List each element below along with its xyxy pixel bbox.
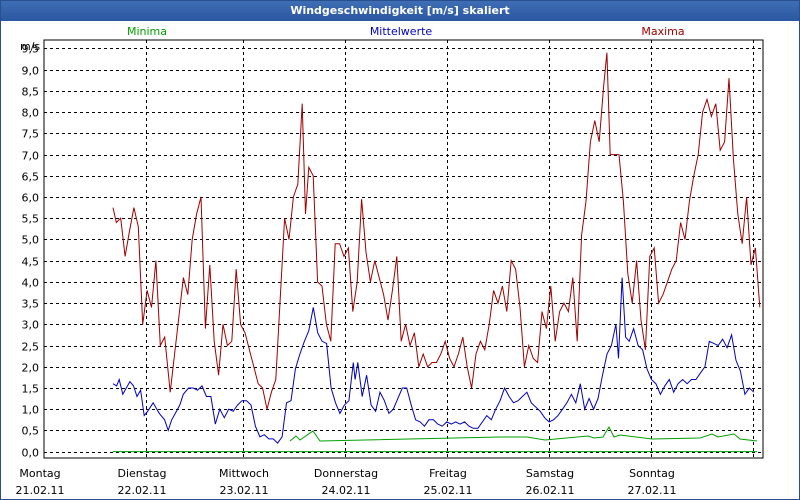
x-tick-date: 25.02.11 — [424, 484, 473, 497]
y-axis-label: m/s — [20, 40, 40, 53]
y-tick-label: 8,0 — [22, 107, 40, 120]
legend-minima: Minima — [127, 25, 167, 38]
y-tick-label: 5,0 — [22, 234, 40, 247]
y-tick-label: 9,5 — [22, 43, 40, 56]
y-tick-label: 6,0 — [22, 192, 40, 205]
y-tick-label: 3,5 — [22, 298, 40, 311]
x-tick-day: Dienstag — [117, 467, 166, 480]
y-tick-label: 4,0 — [22, 277, 40, 290]
y-tick-label: 8,5 — [22, 86, 40, 99]
x-tick-date: 23.02.11 — [220, 484, 269, 497]
x-tick-date: 26.02.11 — [526, 484, 575, 497]
y-tick-label: 1,5 — [22, 383, 40, 396]
series-line-mittelwerte — [112, 277, 755, 444]
y-tick-label: 0,5 — [22, 425, 40, 438]
y-tick-label: 1,0 — [22, 404, 40, 417]
plot-area — [43, 39, 764, 459]
y-tick-label: 7,0 — [22, 150, 40, 163]
series-line-maxima — [112, 52, 761, 410]
y-tick-label: 2,0 — [22, 362, 40, 375]
x-tick-day: Montag — [19, 467, 60, 480]
y-tick-label: 9,0 — [22, 65, 40, 78]
x-tick-date: 22.02.11 — [118, 484, 167, 497]
y-tick-label: 7,5 — [22, 128, 40, 141]
y-tick-label: 3,0 — [22, 319, 40, 332]
y-tick-label: 4,5 — [22, 256, 40, 269]
legend-mittelwerte: Mittelwerte — [370, 25, 433, 38]
y-tick-label: 2,5 — [22, 341, 40, 354]
x-tick-date: 24.02.11 — [322, 484, 371, 497]
x-tick-date: 27.02.11 — [628, 484, 677, 497]
series-line-minima-detail — [289, 425, 758, 442]
x-tick-day: Samstag — [526, 467, 574, 480]
x-tick-day: Donnerstag — [314, 467, 378, 480]
y-tick-label: 5,5 — [22, 213, 40, 226]
window-title: Windgeschwindigkeit [m/s] skaliert — [1, 1, 799, 21]
y-tick-label: 0,0 — [22, 447, 40, 460]
x-tick-date: 21.02.11 — [16, 484, 65, 497]
x-tick-day: Sonntag — [629, 467, 675, 480]
x-tick-day: Freitag — [429, 467, 467, 480]
legend-maxima: Maxima — [641, 25, 684, 38]
x-tick-day: Mittwoch — [219, 467, 269, 480]
y-tick-label: 6,5 — [22, 171, 40, 184]
